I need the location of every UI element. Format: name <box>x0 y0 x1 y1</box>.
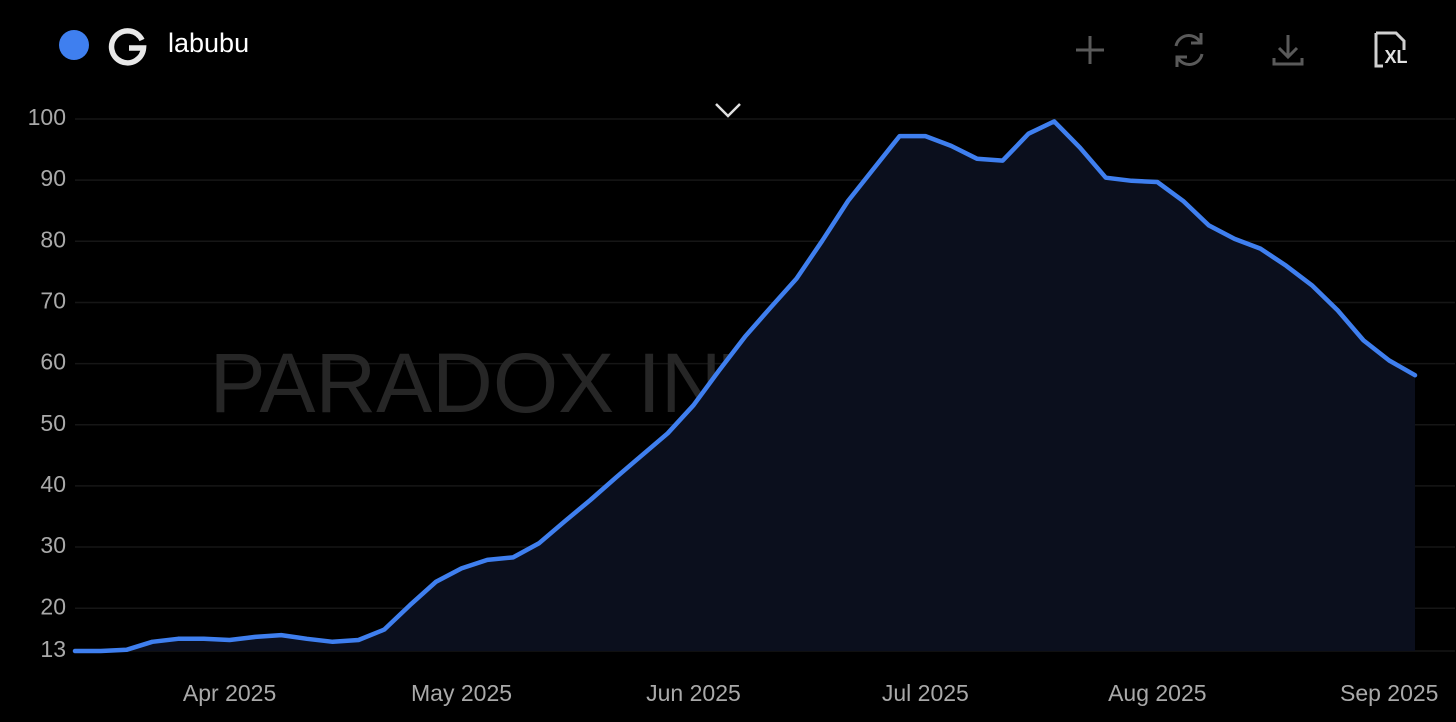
refresh-arc-2 <box>1176 53 1204 66</box>
legend-label[interactable]: labubu <box>168 28 249 58</box>
y-tick-label: 20 <box>40 593 66 619</box>
x-tick-label: Sep 2025 <box>1340 680 1438 706</box>
y-tick-label: 100 <box>28 104 66 130</box>
y-tick-label: 30 <box>40 532 66 558</box>
y-tick-label: 80 <box>40 226 66 252</box>
google-g <box>108 28 147 66</box>
plot <box>72 119 1418 654</box>
file-outline <box>1374 31 1406 68</box>
x-tick-label: May 2025 <box>411 680 512 706</box>
y-tick-label: 13 <box>40 636 66 662</box>
excel-label: XL <box>1384 47 1407 67</box>
y-tick-label: 60 <box>40 349 66 375</box>
area <box>75 121 1415 651</box>
x-tick-label: Apr 2025 <box>183 680 276 706</box>
legend-swatch <box>59 30 89 60</box>
refresh-arrow-1 <box>1191 33 1203 45</box>
refresh-button[interactable] <box>1174 33 1204 67</box>
y-tick-label: 40 <box>40 471 66 497</box>
refresh-arc-1 <box>1174 34 1202 47</box>
y-tick-label: 90 <box>40 165 66 191</box>
download-head <box>1277 46 1299 60</box>
x-tick-label: Jun 2025 <box>646 680 741 706</box>
x-tick-label: Jul 2025 <box>882 680 969 706</box>
excel-button[interactable]: XL <box>1374 31 1408 68</box>
download-button[interactable] <box>1272 35 1304 66</box>
add-button[interactable] <box>1076 36 1104 64</box>
download-tray <box>1272 58 1304 66</box>
google-logo <box>108 28 147 66</box>
y-tick-label: 70 <box>40 288 66 314</box>
y-tick-label: 50 <box>40 410 66 436</box>
collapse-chevron[interactable] <box>715 103 741 118</box>
refresh-arrow-2 <box>1175 55 1187 67</box>
x-tick-label: Aug 2025 <box>1108 680 1206 706</box>
line <box>72 119 1418 654</box>
